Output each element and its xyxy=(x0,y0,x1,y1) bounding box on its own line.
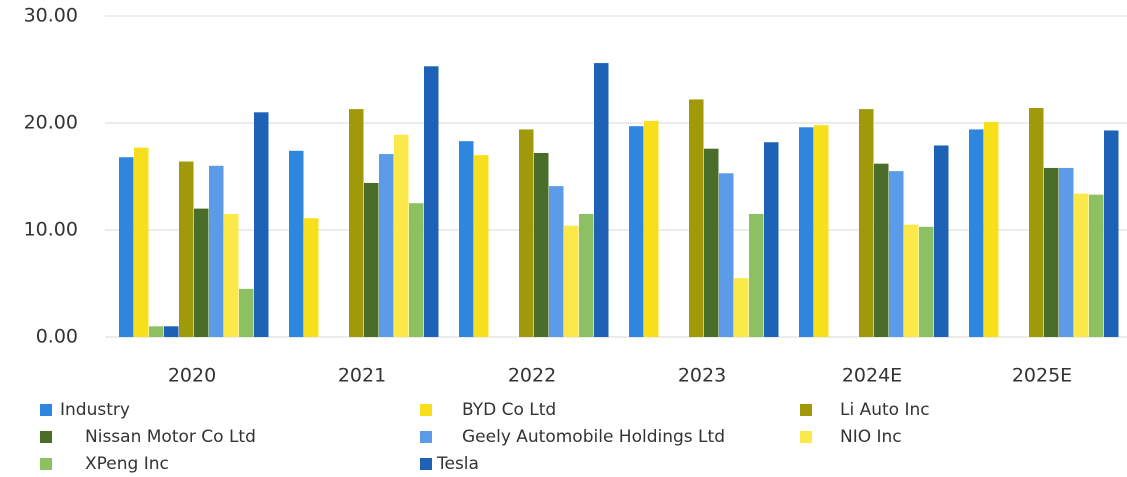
y-tick-label: 10.00 xyxy=(24,219,78,241)
bar xyxy=(629,126,644,338)
bar xyxy=(579,213,594,337)
x-tick-label: 2021 xyxy=(338,365,386,387)
legend-label: Nissan Motor Co Ltd xyxy=(85,427,256,447)
legend-label: NIO Inc xyxy=(840,427,902,447)
legend-swatch xyxy=(40,431,52,443)
bar xyxy=(519,129,534,337)
bar xyxy=(254,112,269,337)
bar xyxy=(934,145,949,337)
legend-swatch xyxy=(420,431,432,443)
bar xyxy=(409,203,424,337)
legend-label: Li Auto Inc xyxy=(840,400,930,420)
bar xyxy=(859,109,874,337)
x-tick-label: 2022 xyxy=(508,365,556,387)
bar xyxy=(764,142,779,337)
bar xyxy=(749,213,764,337)
bar xyxy=(969,129,984,337)
bar xyxy=(349,109,364,337)
bar xyxy=(134,147,149,337)
bar xyxy=(379,154,394,337)
y-tick-label: 30.00 xyxy=(24,5,78,27)
bar xyxy=(889,171,904,337)
bar xyxy=(594,63,609,338)
bar xyxy=(1089,194,1104,337)
bar xyxy=(549,186,564,337)
bar xyxy=(799,127,814,337)
bar xyxy=(644,120,659,337)
bar xyxy=(814,125,829,337)
bar xyxy=(149,326,164,337)
legend-swatch xyxy=(40,458,52,470)
bar xyxy=(164,326,179,337)
bar xyxy=(209,165,224,337)
bar xyxy=(734,278,749,337)
legend-swatch xyxy=(800,404,812,416)
bar xyxy=(1059,167,1074,337)
bar xyxy=(474,155,489,337)
legend-swatch xyxy=(420,458,432,470)
x-tick-label: 2025E xyxy=(1012,365,1072,387)
bar xyxy=(194,208,209,337)
legend-label: Geely Automobile Holdings Ltd xyxy=(462,427,725,447)
bar xyxy=(564,225,579,337)
legend-label: XPeng Inc xyxy=(85,454,169,474)
bar xyxy=(1104,130,1119,337)
bar xyxy=(304,218,319,337)
y-tick-label: 0.00 xyxy=(36,326,78,348)
bar xyxy=(1044,167,1059,337)
bar xyxy=(459,141,474,337)
bar xyxy=(1029,108,1044,338)
x-tick-label: 2023 xyxy=(678,365,726,387)
x-tick-label: 2024E xyxy=(842,365,902,387)
bar xyxy=(239,288,254,337)
bar xyxy=(689,99,704,338)
bar xyxy=(719,173,734,337)
x-tick-label: 2020 xyxy=(168,365,216,387)
bar xyxy=(904,224,919,337)
bar xyxy=(179,161,194,337)
bar xyxy=(224,213,239,337)
bar xyxy=(289,150,304,337)
legend-label: Tesla xyxy=(436,454,479,474)
bar xyxy=(364,182,379,337)
bar xyxy=(919,226,934,337)
legend-label: BYD Co Ltd xyxy=(462,400,556,420)
y-tick-label: 20.00 xyxy=(24,112,78,134)
bar xyxy=(394,134,409,337)
bar xyxy=(424,66,439,337)
bar xyxy=(1074,193,1089,337)
legend-label: Industry xyxy=(60,400,130,420)
bar xyxy=(119,157,134,337)
bar xyxy=(534,152,549,337)
bar xyxy=(704,148,719,337)
bar xyxy=(984,121,999,338)
legend-swatch xyxy=(420,404,432,416)
legend-swatch xyxy=(40,404,52,416)
bar xyxy=(874,163,889,337)
legend-swatch xyxy=(800,431,812,443)
